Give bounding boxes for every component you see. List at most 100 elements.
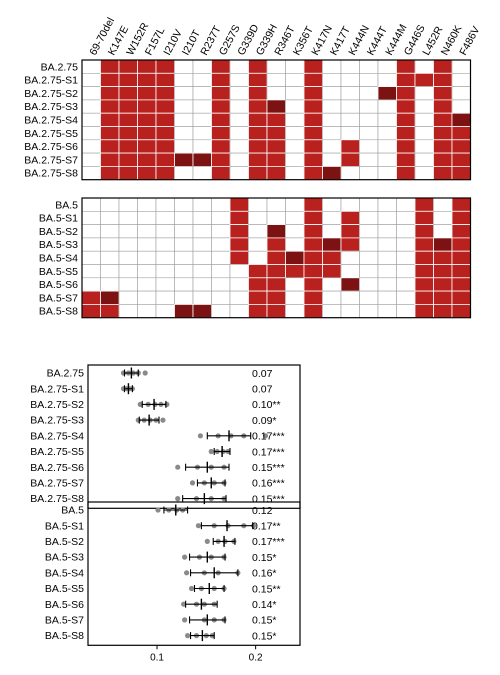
heatmap-cell	[377, 277, 397, 292]
row-label: BA.5	[55, 199, 78, 211]
ic50-value-label: 0.10**	[252, 399, 281, 411]
row-label: BA.5-S6	[45, 599, 84, 611]
heatmap-cell	[414, 224, 434, 239]
row-label: BA.5-S1	[39, 213, 78, 225]
heatmap-cell	[100, 126, 120, 141]
heatmap-cell	[229, 210, 249, 226]
heatmap-cell	[414, 86, 434, 101]
ic50-value-label: 0.17***	[252, 536, 285, 548]
heatmap-cell	[174, 264, 194, 279]
heatmap-cell	[211, 290, 231, 305]
heatmap-cell	[174, 290, 194, 305]
heatmap-cell	[155, 250, 175, 265]
heatmap-cell	[100, 237, 120, 252]
heatmap-cell	[266, 197, 286, 212]
heatmap-cell	[322, 86, 342, 101]
data-point	[137, 401, 143, 407]
heatmap-cell	[211, 211, 231, 225]
heatmap-cell	[211, 165, 231, 181]
heatmap-cell	[285, 73, 305, 87]
heatmap-cell	[340, 73, 360, 87]
heatmap-cell	[433, 264, 453, 279]
heatmap-cell	[359, 197, 379, 212]
data-point	[181, 601, 187, 607]
heatmap-cell	[396, 197, 416, 212]
heatmap-cell	[303, 165, 323, 181]
heatmap-cell	[433, 197, 453, 212]
heatmap-cell	[81, 86, 101, 101]
heatmap-cell	[211, 112, 231, 127]
heatmap-cell	[322, 211, 342, 225]
row-label: BA.5-S4	[45, 567, 84, 579]
heatmap-cell	[414, 210, 434, 226]
heatmap-cell	[451, 277, 471, 292]
heatmap-cell	[359, 166, 379, 180]
row-label: BA.2.75	[47, 368, 85, 380]
row-label: BA.5-S2	[39, 226, 78, 238]
heatmap-cell	[451, 86, 471, 101]
heatmap-cell	[266, 165, 286, 181]
heatmap-cell	[340, 166, 360, 180]
heatmap-cell	[451, 264, 471, 279]
heatmap-cell	[340, 250, 360, 265]
heatmap-cell	[137, 112, 157, 127]
heatmap-cell	[229, 166, 249, 180]
heatmap-cell	[174, 73, 194, 87]
heatmap-cell	[192, 139, 212, 154]
heatmap-cell	[137, 59, 157, 74]
heatmap-cell	[451, 303, 471, 319]
heatmap-cell	[81, 224, 101, 239]
heatmap-cell	[303, 126, 323, 141]
heatmap-cell	[433, 303, 453, 319]
heatmap-cell	[174, 59, 194, 74]
row-label: BA.5-S2	[45, 536, 84, 548]
heatmap-cell	[359, 211, 379, 225]
heatmap-cell	[118, 250, 138, 265]
heatmap-cell	[100, 112, 120, 127]
heatmap-cell	[174, 303, 194, 319]
heatmap-cell	[211, 237, 231, 252]
heatmap-cell	[451, 197, 471, 212]
heatmap-cell	[155, 165, 175, 181]
row-label: BA.2.75-S6	[30, 462, 84, 474]
heatmap-cell	[414, 152, 434, 167]
data-point	[189, 480, 196, 486]
heatmap-cell	[451, 237, 471, 252]
heatmap-cell	[155, 211, 175, 225]
heatmap-cell	[433, 250, 453, 265]
heatmap-cell	[266, 277, 286, 292]
data-point	[204, 538, 210, 545]
heatmap-cell	[396, 264, 416, 279]
heatmap-cell	[285, 152, 305, 167]
heatmap-cell	[266, 73, 286, 87]
heatmap-cell	[359, 304, 379, 318]
heatmap-cell	[266, 86, 286, 101]
heatmap-cell	[211, 277, 231, 292]
heatmap-cell	[100, 152, 120, 167]
heatmap-cell	[248, 86, 268, 101]
heatmap-cell	[229, 73, 249, 87]
heatmap-cell	[433, 152, 453, 167]
heatmap-cell	[340, 210, 360, 226]
heatmap-cell	[174, 211, 194, 225]
heatmap-cell	[211, 224, 231, 239]
heatmap-cell	[211, 59, 231, 74]
heatmap-cell	[155, 224, 175, 239]
data-point	[195, 523, 202, 529]
heatmap-cell	[377, 250, 397, 265]
row-label: BA.2.75-S4	[24, 114, 78, 126]
heatmap-cell	[174, 166, 194, 180]
heatmap-cell	[100, 290, 120, 305]
data-point	[175, 464, 181, 470]
heatmap-cell	[192, 166, 212, 180]
row-label: BA.2.75-S8	[30, 493, 84, 505]
heatmap-cell	[118, 264, 138, 279]
heatmap-cell	[396, 304, 416, 318]
heatmap-cell	[285, 224, 305, 239]
heatmap-cell	[396, 152, 416, 167]
heatmap-cell	[285, 264, 305, 279]
heatmap-cell	[100, 224, 120, 239]
heatmap-cell	[359, 126, 379, 141]
heatmap-cell	[155, 59, 175, 74]
heatmap-cell	[137, 304, 157, 318]
